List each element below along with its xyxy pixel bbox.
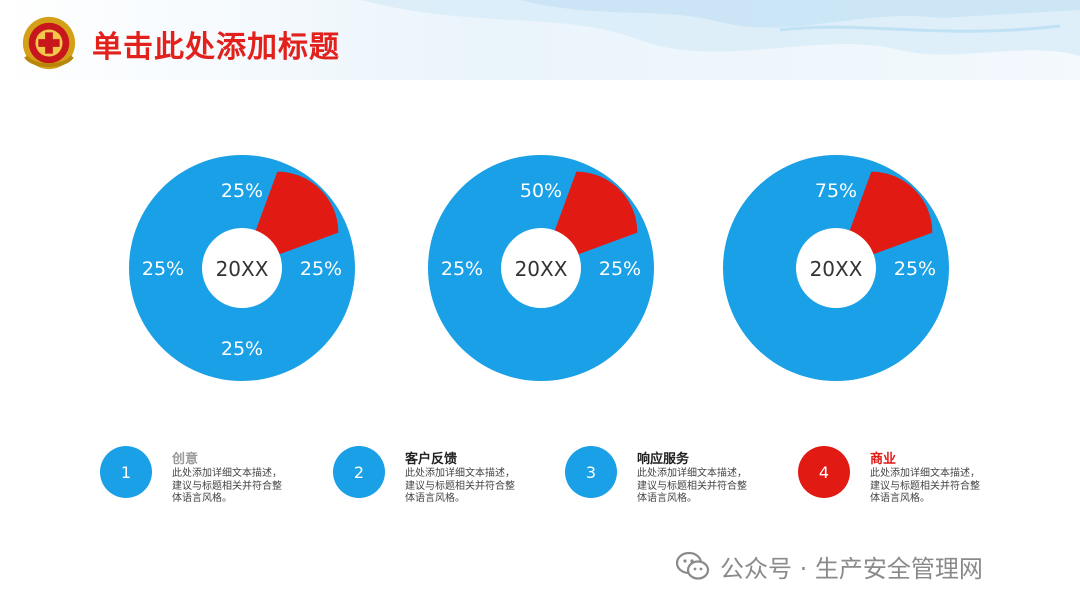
slice-value-label: 25% <box>221 338 263 360</box>
legend-item-3: 3 响应服务 此处添加详细文本描述，建议与标题相关并符合整体语言风格。 <box>565 446 785 516</box>
slice-value-label: 25% <box>221 180 263 202</box>
legend-description[interactable]: 此处添加详细文本描述，建议与标题相关并符合整体语言风格。 <box>870 468 980 504</box>
legend-item-1: 1 创意 此处添加详细文本描述，建议与标题相关并符合整体语言风格。 <box>100 446 320 516</box>
slice-value-label: 25% <box>599 258 641 280</box>
donut-hole <box>796 228 876 308</box>
center-label: 20XX <box>216 257 269 281</box>
slice-value-label: 25% <box>142 258 184 280</box>
legend-number-badge: 3 <box>565 446 617 498</box>
slice-value-label: 50% <box>520 180 562 202</box>
emblem-logo <box>22 16 76 70</box>
donut-hole <box>501 228 581 308</box>
page-title[interactable]: 单击此处添加标题 <box>92 30 340 65</box>
legend-description[interactable]: 此处添加详细文本描述，建议与标题相关并符合整体语言风格。 <box>172 468 282 504</box>
donut-chart-3: 25% 75% 20XX <box>723 155 949 381</box>
donut-chart-2: 25% 25% 50% 20XX <box>428 155 654 381</box>
center-label: 20XX <box>810 257 863 281</box>
legend-description[interactable]: 此处添加详细文本描述，建议与标题相关并符合整体语言风格。 <box>405 468 515 504</box>
slice-value-label: 25% <box>894 258 936 280</box>
wechat-icon <box>676 551 710 580</box>
legend-title[interactable]: 响应服务 <box>637 452 690 467</box>
legend-number-badge: 2 <box>333 446 385 498</box>
legend-title[interactable]: 客户反馈 <box>405 452 458 467</box>
watermark: 公众号 · 生产安全管理网 <box>676 548 983 584</box>
slice-value-label: 75% <box>815 180 857 202</box>
legend-title[interactable]: 创意 <box>172 452 199 467</box>
legend-item-4: 4 商业 此处添加详细文本描述，建议与标题相关并符合整体语言风格。 <box>798 446 1018 516</box>
legend-title[interactable]: 商业 <box>870 452 897 467</box>
slice-value-label: 25% <box>441 258 483 280</box>
legend-number-badge: 1 <box>100 446 152 498</box>
donut-hole <box>202 228 282 308</box>
center-label: 20XX <box>515 257 568 281</box>
header-sky-decoration <box>0 0 1080 80</box>
legend-description[interactable]: 此处添加详细文本描述，建议与标题相关并符合整体语言风格。 <box>637 468 747 504</box>
donut-chart-1: 25% 25% 25% 25% 20XX <box>129 155 355 381</box>
slice-value-label: 25% <box>300 258 342 280</box>
legend-number-badge: 4 <box>798 446 850 498</box>
legend-item-2: 2 客户反馈 此处添加详细文本描述，建议与标题相关并符合整体语言风格。 <box>333 446 553 516</box>
watermark-text: 公众号 · 生产安全管理网 <box>720 554 983 583</box>
